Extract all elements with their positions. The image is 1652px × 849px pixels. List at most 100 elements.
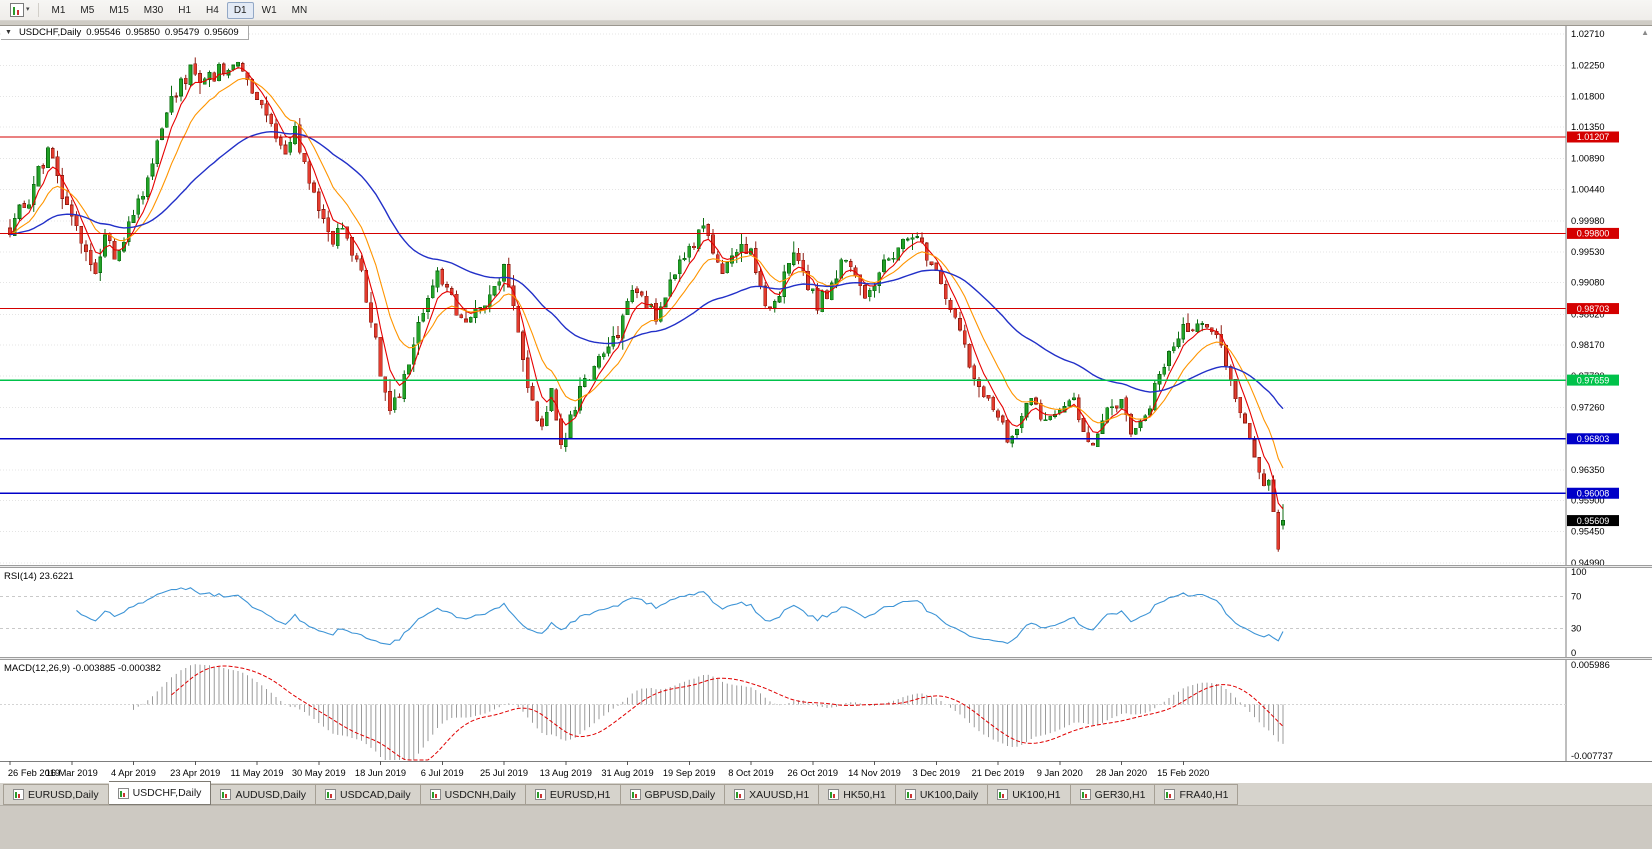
timeframe-button-mn[interactable]: MN — [291, 4, 308, 16]
ohlc-close-value: 0.95609 — [204, 27, 239, 38]
price-chart-svg[interactable]: 1.02710 1.02250 1.01800 1.01350 1.00890 1.004… — [0, 26, 1652, 783]
chart-tab-eurusd-daily[interactable]: EURUSD,Daily — [3, 784, 109, 805]
svg-text:1.01207: 1.01207 — [1577, 132, 1610, 142]
chart-tab-icon — [13, 789, 24, 800]
chart-tab-label: EURUSD,Daily — [28, 788, 99, 801]
svg-text:0.98170: 0.98170 — [1571, 340, 1605, 350]
chart-tab-eurusd-h1[interactable]: EURUSD,H1 — [525, 784, 621, 805]
chart-tab-icon — [534, 789, 546, 800]
svg-text:0.99530: 0.99530 — [1571, 247, 1605, 257]
timeframe-button-m5[interactable]: M5 — [80, 4, 95, 16]
chart-tab-hk50-h1[interactable]: HK50,H1 — [819, 784, 896, 805]
timeframe-buttons: M1 M5 M15 M30 H1 H4 D1 W1 MN — [45, 1, 315, 19]
svg-text:0.005986: 0.005986 — [1571, 660, 1610, 670]
chart-tab-label: USDCNH,Daily — [444, 788, 516, 801]
chart-tab-usdchf-daily[interactable]: USDCHF,Daily — [108, 781, 212, 805]
chart-tab-icon — [220, 789, 232, 800]
toolbar-separator — [37, 3, 39, 17]
rsi-line — [76, 587, 1284, 646]
chart-tab-label: HK50,H1 — [843, 788, 886, 801]
chart-tab-label: GBPUSD,Daily — [644, 788, 716, 801]
chart-tab-fra40-h1[interactable]: FRA40,H1 — [1155, 784, 1239, 805]
macd-histogram — [133, 664, 1284, 760]
svg-text:18 Jun 2019: 18 Jun 2019 — [355, 768, 406, 778]
svg-text:8 Oct 2019: 8 Oct 2019 — [728, 768, 773, 778]
svg-text:0.95900: 0.95900 — [1571, 496, 1605, 506]
current-price-badge: 0.95609 — [1567, 515, 1619, 527]
chart-tab-usdcad-daily[interactable]: USDCAD,Daily — [316, 784, 421, 805]
chart-type-icon[interactable]: ▾ — [6, 1, 34, 19]
svg-text:28 Jan 2020: 28 Jan 2020 — [1096, 768, 1147, 778]
timeframe-button-m15[interactable]: M15 — [109, 4, 129, 16]
chart-tab-label: EURUSD,H1 — [549, 788, 611, 801]
chart-tab-label: GER30,H1 — [1094, 788, 1146, 801]
svg-text:1.00890: 1.00890 — [1571, 154, 1605, 164]
svg-text:0.97260: 0.97260 — [1571, 402, 1605, 412]
chart-tab-uk100-h1[interactable]: UK100,H1 — [988, 784, 1071, 805]
svg-text:0.98703: 0.98703 — [1577, 304, 1610, 314]
macd-panel: 0.005986 -0.007737 — [0, 660, 1613, 761]
rsi-panel: 100 70 30 0 — [0, 567, 1587, 658]
moving-average-line-12 — [9, 78, 1284, 469]
ohlc-open-value: 0.95546 — [86, 27, 121, 38]
svg-text:14 Nov 2019: 14 Nov 2019 — [848, 768, 901, 778]
timeframe-button-m30[interactable]: M30 — [143, 4, 164, 16]
panel-splitter[interactable] — [0, 565, 1652, 568]
svg-text:31 Aug 2019: 31 Aug 2019 — [601, 768, 653, 778]
chart-menu-icon[interactable]: ▼ — [5, 29, 12, 36]
svg-text:11 May 2019: 11 May 2019 — [230, 768, 283, 778]
chart-tab-ger30-h1[interactable]: GER30,H1 — [1070, 784, 1156, 805]
chart-tab-icon — [997, 789, 1009, 800]
timeframe-button-m1[interactable]: M1 — [51, 4, 66, 16]
svg-text:1.00440: 1.00440 — [1571, 185, 1605, 195]
chevron-down-icon: ▾ — [26, 6, 30, 13]
chart-tab-uk100-daily[interactable]: UK100,Daily — [895, 784, 989, 805]
chart-tab-audusd-daily[interactable]: AUDUSD,Daily — [211, 784, 317, 805]
chart-tab-xauusd-h1[interactable]: XAUUSD,H1 — [725, 784, 820, 805]
svg-text:0.95450: 0.95450 — [1571, 526, 1605, 536]
svg-text:70: 70 — [1571, 591, 1581, 601]
price-level-badge: 0.96008 — [1567, 487, 1619, 499]
chart-tab-icon — [1164, 789, 1176, 800]
svg-text:19 Sep 2019: 19 Sep 2019 — [663, 768, 716, 778]
chart-tab-icon — [828, 789, 840, 800]
panel-splitter[interactable] — [0, 657, 1652, 660]
price-level-badge: 0.98703 — [1567, 303, 1619, 315]
svg-text:0.95609: 0.95609 — [1577, 516, 1610, 526]
chart-tab-label: AUDUSD,Daily — [235, 788, 307, 801]
moving-average-line-45 — [9, 130, 1284, 410]
svg-text:26 Feb 2019: 26 Feb 2019 — [8, 768, 60, 778]
ohlc-high-value: 0.95850 — [125, 27, 160, 38]
timeframe-button-h4[interactable]: H4 — [206, 4, 219, 16]
svg-text:0.96350: 0.96350 — [1571, 465, 1605, 475]
chart-window[interactable]: 1.02710 1.02250 1.01800 1.01350 1.00890 1.004… — [0, 25, 1652, 784]
chart-tab-gbpusd-daily[interactable]: GBPUSD,Daily — [620, 784, 726, 805]
window-background — [0, 806, 1652, 849]
chart-symbol-label: USDCHF,Daily — [18, 27, 82, 38]
svg-text:6 Jul 2019: 6 Jul 2019 — [421, 768, 464, 778]
svg-text:0.96008: 0.96008 — [1577, 488, 1610, 498]
candlestick-chart-icon — [10, 3, 24, 17]
scroll-up-icon[interactable]: ▲ — [1641, 28, 1649, 37]
price-level-badge: 0.96803 — [1567, 433, 1619, 445]
chart-tabs: EURUSD,Daily USDCHF,Daily AUDUSD,Daily USDC… — [0, 781, 1652, 806]
timeframe-button-w1[interactable]: W1 — [261, 4, 277, 16]
svg-text:-0.007737: -0.007737 — [1571, 751, 1613, 761]
price-level-badge: 1.01207 — [1567, 131, 1619, 143]
chart-tab-icon — [117, 787, 129, 799]
svg-text:16 Mar 2019: 16 Mar 2019 — [46, 768, 98, 778]
svg-text:0.99080: 0.99080 — [1571, 278, 1605, 288]
svg-text:0.94990: 0.94990 — [1571, 558, 1605, 568]
svg-text:26 Oct 2019: 26 Oct 2019 — [787, 768, 838, 778]
chart-tab-label: FRA40,H1 — [1179, 788, 1229, 801]
price-level-badge: 0.97659 — [1567, 374, 1619, 386]
chart-tab-label: XAUUSD,H1 — [749, 788, 810, 801]
svg-text:1.01350: 1.01350 — [1571, 122, 1605, 132]
timeframe-button-h1[interactable]: H1 — [178, 4, 192, 16]
chart-tab-label: UK100,Daily — [919, 788, 979, 801]
chart-tab-usdcnh-daily[interactable]: USDCNH,Daily — [420, 784, 526, 805]
timeframe-button-d1[interactable]: D1 — [226, 1, 254, 19]
chart-tab-icon — [1079, 789, 1091, 800]
svg-text:13 Aug 2019: 13 Aug 2019 — [540, 768, 592, 778]
